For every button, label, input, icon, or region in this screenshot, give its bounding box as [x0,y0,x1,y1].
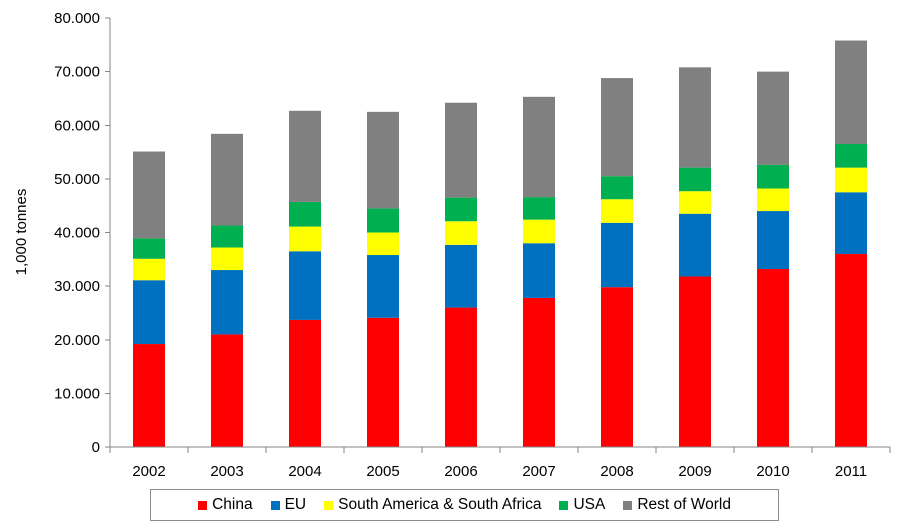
bar-segment [601,199,633,223]
bar-segment [445,102,477,198]
legend-item: South America & South Africa [324,496,541,514]
bar-segment [601,222,633,288]
bar-segment [757,164,789,189]
bar-segment [679,167,711,192]
bar-segment [211,225,243,248]
bar-segment [445,221,477,245]
legend-swatch [324,500,334,510]
y-tick-label: 40.000 [54,225,100,242]
legend-label: USA [573,496,606,513]
bar-segment [211,270,243,335]
bar-segment [367,208,399,233]
legend-item: EU [270,496,307,514]
bar-segment [367,255,399,318]
bar-segment [679,67,711,168]
bar-segment [835,253,867,447]
bar-segment [445,244,477,308]
bar-segment [679,276,711,447]
bar-segment [601,176,633,200]
x-tick-label: 2003 [210,463,243,480]
legend: China EU South America & South Africa USA Re… [150,489,779,521]
bar-segment [445,197,477,222]
bar-segment [133,151,165,239]
bar-segment [679,213,711,277]
bar-segment [289,251,321,320]
legend-item: China [198,496,253,514]
bar-segment [757,268,789,447]
bar-segment [835,192,867,254]
bar-segment [757,211,789,269]
bar-segment [133,258,165,281]
bar-segment [757,71,789,165]
bar-segment [523,297,555,447]
bar-segment [523,96,555,198]
legend-item: USA [559,496,605,514]
bars-layer [133,40,867,447]
x-tick-label: 2005 [366,463,399,480]
bar-segment [757,188,789,212]
x-tick-label: 2008 [600,463,633,480]
bar-segment [523,197,555,220]
legend-label: South America & South Africa [338,496,542,513]
bar-segment [211,247,243,271]
y-tick-label: 20.000 [54,332,100,349]
bar-segment [289,201,321,227]
bar-segment [367,111,399,209]
bar-segment [835,40,867,145]
bar-segment [289,110,321,202]
legend-label: China [212,496,253,513]
bar-segment [211,334,243,447]
legend-label: Rest of World [637,496,731,513]
y-tick-label: 80.000 [54,10,100,27]
bar-segment [289,226,321,252]
x-tick-label: 2009 [678,463,711,480]
legend-swatch [270,500,280,510]
y-tick-label: 60.000 [54,117,100,134]
bar-segment [601,78,633,177]
bar-segment [445,307,477,447]
x-tick-label: 2010 [756,463,789,480]
bar-segment [211,133,243,226]
x-tick-label: 2011 [835,463,867,480]
bar-segment [601,287,633,447]
legend-swatch [198,500,208,510]
bar-segment [835,167,867,193]
y-tick-label: 10.000 [54,385,100,402]
bar-segment [679,191,711,214]
bar-segment [523,243,555,298]
legend-item: Rest of World [623,496,731,514]
y-tick-label: 70.000 [54,64,100,81]
x-tick-label: 2002 [132,463,165,480]
y-tick-label: 0 [92,439,100,456]
bar-segment [133,280,165,345]
bar-segment [133,238,165,259]
x-tick-label: 2006 [444,463,477,480]
x-tick-label: 2007 [522,463,555,480]
bar-segment [133,344,165,447]
bar-segment [367,317,399,447]
legend-swatch [559,500,569,510]
bar-segment [835,144,867,168]
y-tick-label: 50.000 [54,171,100,188]
y-tick-label: 30.000 [54,278,100,295]
bar-segment [289,319,321,447]
x-tick-label: 2004 [288,463,321,480]
bar-segment [523,219,555,244]
bar-segment [367,232,399,256]
y-axis-label: 1,000 tonnes [13,189,30,276]
legend-label: EU [284,496,307,513]
axes-layer: 0 10.000 20.000 30.000 40.000 50.000 60.000 70.… [54,10,891,480]
legend-swatch [623,500,633,510]
